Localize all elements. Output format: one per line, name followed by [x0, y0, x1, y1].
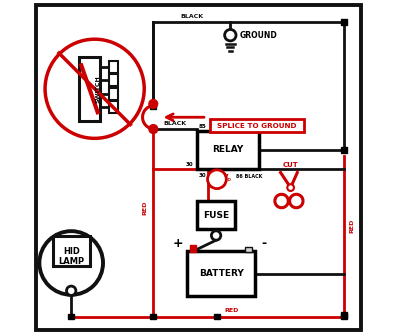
Bar — [150, 314, 156, 320]
Bar — [150, 103, 156, 109]
Bar — [68, 314, 74, 320]
Text: BLACK: BLACK — [164, 121, 187, 126]
Text: SPLICE TO GROUND: SPLICE TO GROUND — [218, 123, 297, 129]
Text: 85: 85 — [198, 124, 206, 129]
Circle shape — [287, 184, 294, 191]
Bar — [197, 201, 235, 229]
Bar — [79, 57, 100, 121]
Bar — [197, 131, 259, 169]
Circle shape — [39, 231, 103, 295]
Text: BATTERY: BATTERY — [199, 269, 243, 278]
Circle shape — [149, 125, 158, 133]
Bar — [245, 247, 252, 252]
Text: FUSE: FUSE — [203, 211, 229, 220]
Text: GROUND: GROUND — [240, 31, 278, 40]
Bar — [341, 147, 347, 153]
Bar — [341, 314, 347, 320]
Circle shape — [208, 170, 226, 189]
Text: SWITCH: SWITCH — [96, 75, 100, 103]
Bar — [214, 314, 220, 320]
Bar — [109, 61, 118, 73]
Text: 30: 30 — [186, 162, 193, 167]
Bar — [109, 74, 118, 86]
Text: RED: RED — [225, 308, 239, 313]
Bar — [53, 236, 90, 266]
Bar — [109, 101, 118, 113]
Bar — [187, 251, 255, 296]
Bar — [109, 88, 118, 100]
Text: BLACK: BLACK — [180, 14, 203, 19]
Text: -: - — [261, 237, 266, 250]
Text: 30: 30 — [198, 173, 206, 178]
Circle shape — [149, 99, 158, 108]
Text: RED: RED — [142, 201, 147, 215]
Circle shape — [225, 29, 236, 41]
Text: +: + — [173, 237, 184, 250]
Bar — [190, 245, 196, 252]
Bar — [150, 126, 156, 132]
Text: 86 BLACK: 86 BLACK — [236, 174, 262, 179]
Bar — [341, 312, 347, 318]
Circle shape — [45, 39, 144, 138]
Circle shape — [211, 231, 221, 240]
Text: RED: RED — [349, 219, 354, 233]
Circle shape — [67, 286, 76, 295]
Bar — [210, 119, 304, 132]
Text: RELAY: RELAY — [212, 145, 243, 154]
Text: HID: HID — [63, 247, 80, 256]
Text: 87: 87 — [222, 174, 229, 179]
Bar — [341, 19, 347, 25]
Text: LAMP: LAMP — [58, 257, 84, 266]
Text: CUT: CUT — [283, 161, 299, 168]
Text: RED: RED — [222, 178, 231, 182]
